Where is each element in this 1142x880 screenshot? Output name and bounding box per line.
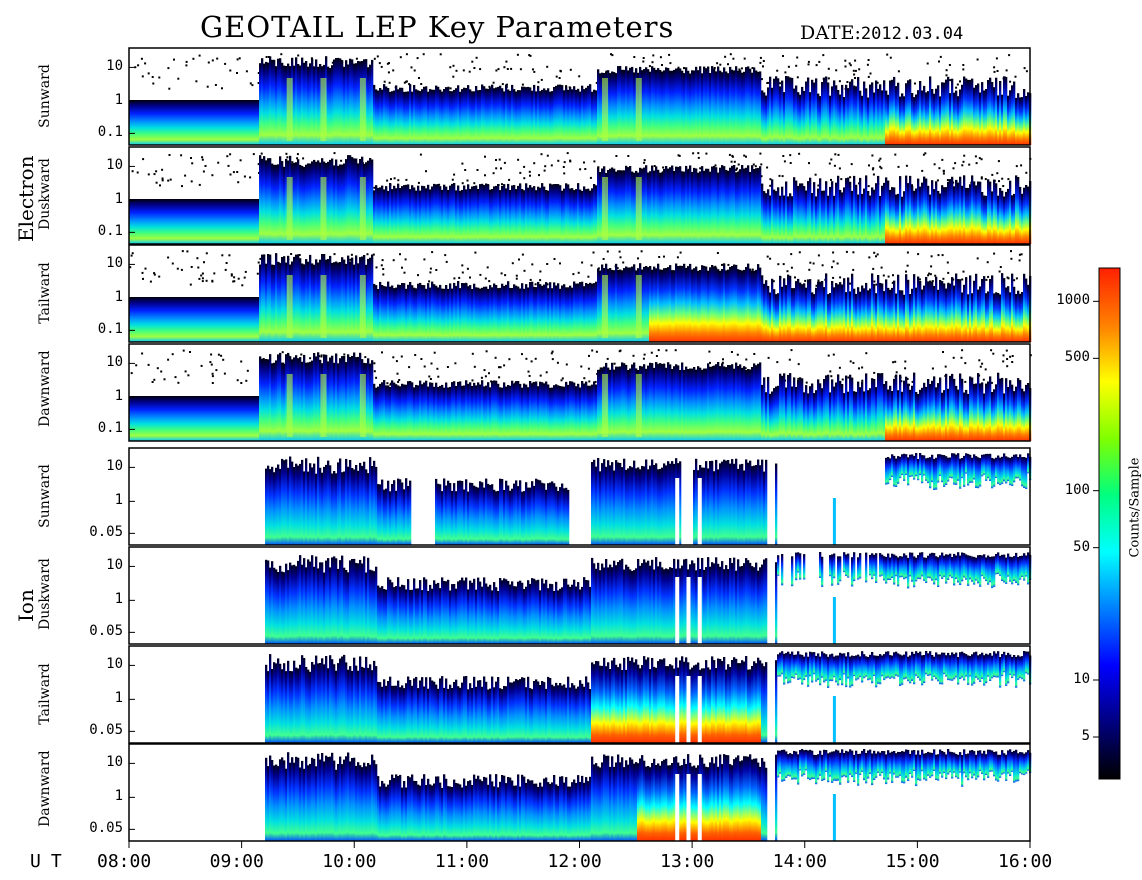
x-tick-label: 09:00 [209,851,264,872]
x-tick-label: 11:00 [434,851,490,872]
date-value: 2012.03.04 [860,24,964,44]
ion-panel-tailward [265,651,1032,743]
panel-frame [128,146,1031,245]
electron-panel-tailward [129,250,1032,342]
panel-frame [128,447,1031,546]
date-key: DATE: [800,22,861,44]
y-tick-label: 0.05 [89,524,123,541]
colorbar-tick-label: 500 [1064,349,1090,366]
panel-frame [128,244,1031,343]
x-tick-label: 08:00 [97,851,152,872]
ion-panel-dawnward [265,749,1032,841]
x-tick-label: 16:00 [998,851,1053,872]
x-tick-label: 13:00 [660,851,715,872]
y-tick-label: 0.1 [97,321,123,338]
panel-frame [128,645,1031,744]
colorbar-tick-label: 100 [1064,481,1090,498]
x-tick-label: 15:00 [885,851,940,872]
y-tick-label: 10 [106,157,123,174]
electron-panel-duskward [129,152,1032,244]
y-tick-label: 1 [114,690,123,707]
y-tick-label: 0.1 [97,223,123,240]
y-tick-label: 0.05 [89,820,123,837]
ion-panel-sunward [265,453,1032,545]
y-tick-label: 10 [106,458,123,475]
colorbar-tick-label: 5 [1081,727,1090,744]
y-tick-label: 0.05 [89,722,123,739]
y-tick-label: 1 [114,492,123,509]
y-tick-label: 10 [106,656,123,673]
colorbar-tick-label: 1000 [1056,292,1090,309]
y-tick-label: 1 [114,788,123,805]
y-tick-label: 10 [106,754,123,771]
panel-frame [128,343,1031,442]
y-tick-label: 10 [106,557,123,574]
x-tick-label: 10:00 [322,851,377,872]
x-tick-label: 14:00 [772,851,827,872]
colorbar [1098,267,1121,780]
date-label: DATE:2012.03.04 [800,22,963,44]
y-tick-label: 0.1 [97,124,123,141]
y-tick-label: 1 [114,92,123,109]
electron-panel-dawnward [129,349,1032,441]
chart-title: GEOTAIL LEP Key Parameters [200,10,675,44]
panel-frame [128,546,1031,645]
ut-label: UT [30,851,72,872]
x-tick-label: 12:00 [547,851,602,872]
y-tick-label: 0.1 [97,420,123,437]
y-tick-label: 1 [114,191,123,208]
colorbar-tick-label: 50 [1073,538,1090,555]
y-tick-label: 1 [114,591,123,608]
y-tick-label: 10 [106,255,123,272]
colorbar-tick-label: 10 [1073,671,1090,687]
y-tick-label: 10 [106,354,123,371]
ion-panel-duskward [265,552,1032,644]
y-tick-label: 10 [106,58,123,75]
panel-frame [128,47,1031,146]
y-tick-label: 1 [114,289,123,306]
y-tick-label: 1 [114,388,123,405]
y-tick-label: 0.05 [89,623,123,640]
electron-panel-sunward [129,53,1032,146]
colorbar-label: Counts/Sample [1127,457,1142,558]
